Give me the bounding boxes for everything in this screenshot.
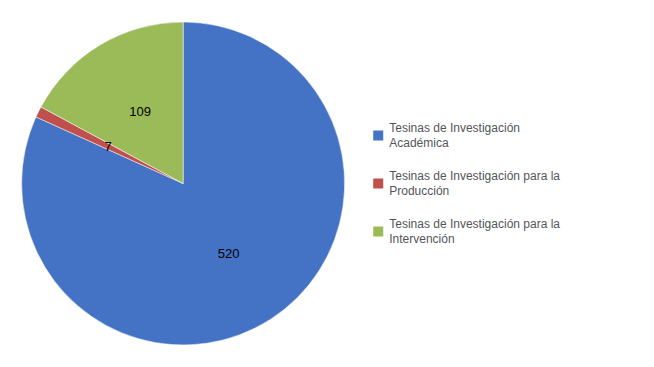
svg-text:Producción: Producción [389, 184, 449, 198]
svg-text:Tesinas de Investigación: Tesinas de Investigación [389, 121, 520, 135]
svg-text:7: 7 [104, 139, 111, 154]
svg-text:Tesinas de Investigación para: Tesinas de Investigación para la [389, 169, 560, 183]
svg-text:Intervención: Intervención [389, 232, 454, 246]
svg-text:Tesinas de Investigación para: Tesinas de Investigación para la [389, 217, 560, 231]
svg-text:520: 520 [218, 246, 240, 261]
svg-text:Académica: Académica [389, 136, 449, 150]
svg-text:109: 109 [129, 104, 151, 119]
